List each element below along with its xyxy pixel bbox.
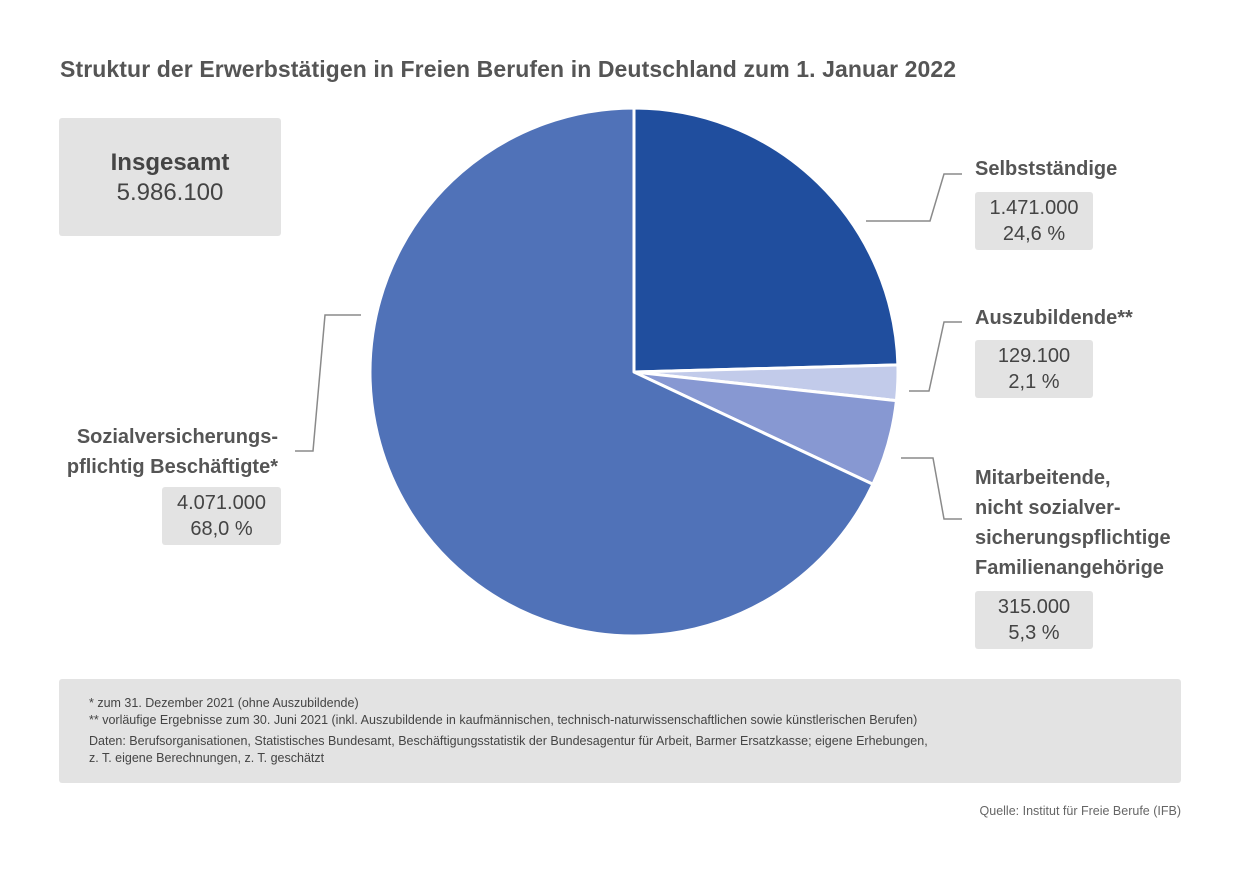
- slice-label-mitarbeitende: Mitarbeitende, nicht sozialver- sicherun…: [975, 463, 1171, 583]
- footnote-1: * zum 31. Dezember 2021 (ohne Auszubilde…: [89, 696, 359, 710]
- slice-label-line: Auszubildende**: [975, 307, 1133, 329]
- slice-percent: 5,3 %: [1008, 622, 1060, 644]
- slice-percent: 24,6 %: [1002, 223, 1066, 245]
- slice-value: 4.071.000: [177, 492, 266, 514]
- total-label: Insgesamt: [110, 149, 230, 176]
- data-sources-line-1: Daten: Berufsorganisationen, Statistisch…: [89, 734, 928, 748]
- footnote-2: ** vorläufige Ergebnisse zum 30. Juni 20…: [89, 713, 918, 727]
- slice-label-line: sicherungspflichtige: [975, 527, 1171, 549]
- slice-selbststaendige: [632, 106, 900, 374]
- slice-percent: 68,0 %: [190, 518, 253, 540]
- leader-selbststaendige: [866, 173, 962, 222]
- value-box-selbststaendige: 1.471.000 24,6 %: [975, 192, 1093, 250]
- source-note: Quelle: Institut für Freie Berufe (IFB): [979, 804, 1181, 818]
- leader-auszubildende: [909, 321, 962, 392]
- value-box-mitarbeitende: 315.000 5,3 %: [975, 591, 1093, 649]
- slice-label-line: Sozialversicherungs-: [76, 426, 278, 448]
- total-box: Insgesamt 5.986.100: [59, 118, 281, 236]
- slice-label-line: Mitarbeitende,: [975, 467, 1111, 489]
- slice-label-line: nicht sozialver-: [975, 497, 1121, 519]
- slice-label-line: Selbstständige: [975, 158, 1118, 180]
- slice-value: 315.000: [997, 596, 1071, 618]
- footnotes-box: * zum 31. Dezember 2021 (ohne Auszubilde…: [59, 679, 1181, 783]
- slice-label-auszubildende: Auszubildende**: [975, 303, 1133, 333]
- leader-sozialversicherungspflichtig: [295, 314, 361, 452]
- slice-sozialversicherungspflichtig: [368, 106, 875, 638]
- value-box-auszubildende: 129.100 2,1 %: [975, 340, 1093, 398]
- value-box-sozialversicherungspflichtig: 4.071.000 68,0 %: [162, 487, 281, 545]
- total-value: 5.986.100: [116, 179, 224, 206]
- chart-title: Struktur der Erwerbstätigen in Freien Be…: [60, 56, 957, 82]
- slice-label-line: pflichtig Beschäftigte*: [66, 456, 278, 478]
- slice-label-line: Familienangehörige: [975, 557, 1164, 579]
- slice-label-sozialversicherungspflichtig: Sozialversicherungs- pflichtig Beschäfti…: [67, 422, 278, 482]
- data-sources-line-2: z. T. eigene Berechnungen, z. T. geschät…: [89, 751, 325, 765]
- slice-value: 129.100: [997, 345, 1071, 367]
- slice-percent: 2,1 %: [1008, 371, 1060, 393]
- leader-mitarbeitende: [901, 457, 962, 520]
- slice-value: 1.471.000: [989, 197, 1079, 219]
- slice-label-selbststaendige: Selbstständige: [975, 154, 1117, 184]
